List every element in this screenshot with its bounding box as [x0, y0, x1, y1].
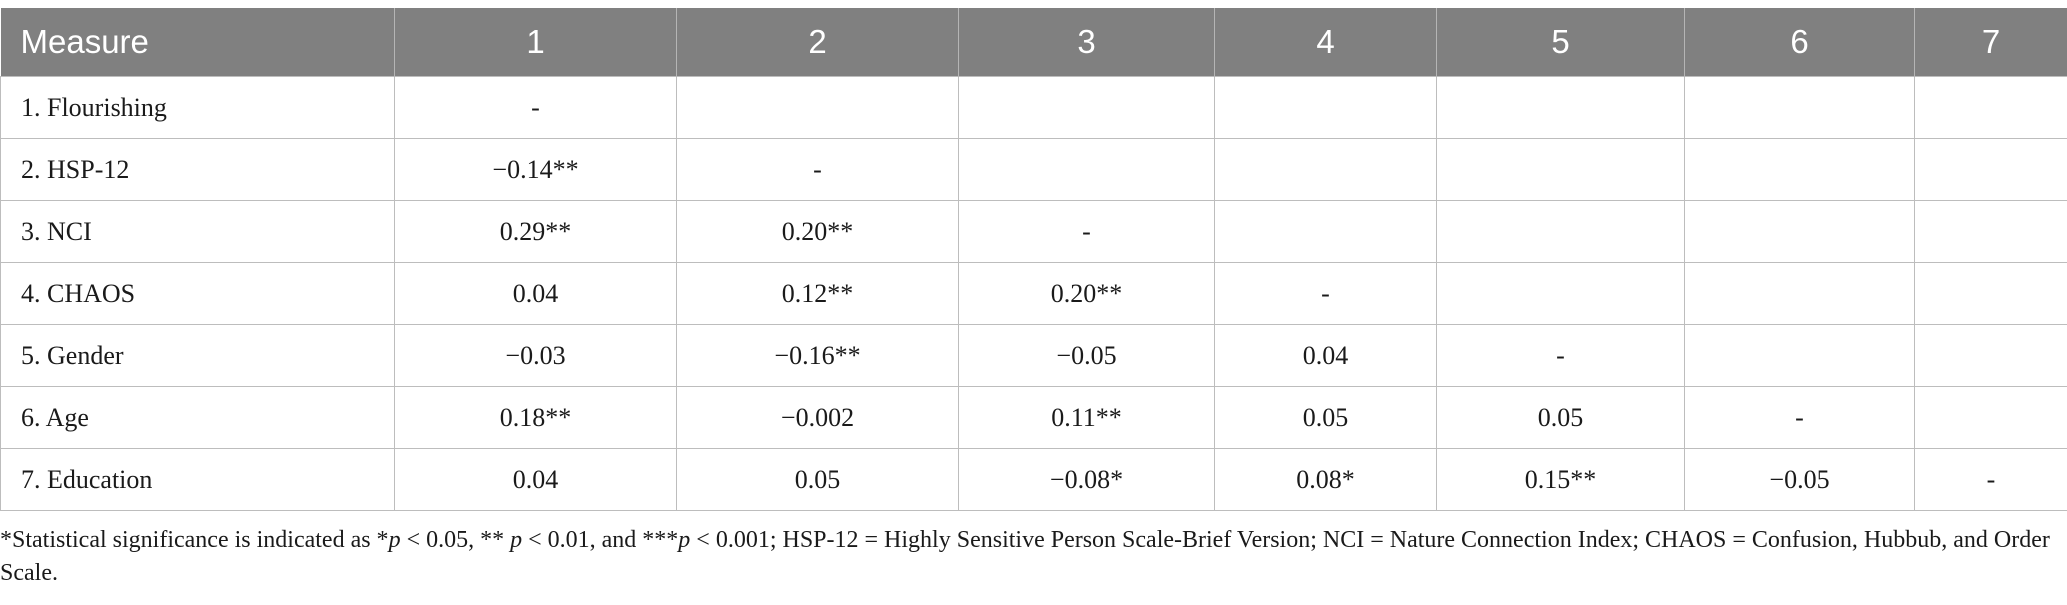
row-label: 1. Flourishing [0, 76, 395, 139]
table-cell [1436, 76, 1685, 139]
header-col-6: 6 [1684, 8, 1915, 77]
table-cell: 0.05 [1214, 386, 1437, 449]
table-cell [958, 76, 1215, 139]
footnote-text: < 0.01, and *** [522, 527, 679, 553]
table-cell: 0.12** [676, 262, 959, 325]
row-label: 4. CHAOS [0, 262, 395, 325]
row-label: 2. HSP-12 [0, 138, 395, 201]
table-row: 6. Age 0.18** −0.002 0.11** 0.05 0.05 - [0, 386, 2067, 449]
table-row: 7. Education 0.04 0.05 −0.08* 0.08* 0.15… [0, 448, 2067, 511]
table-cell [1214, 76, 1437, 139]
table-cell: 0.08* [1214, 448, 1437, 511]
header-measure: Measure [0, 8, 395, 77]
table-cell [1436, 200, 1685, 263]
table-cell: - [1684, 386, 1915, 449]
table-cell [1214, 138, 1437, 201]
table-cell: - [394, 76, 677, 139]
table-cell [1436, 262, 1685, 325]
table-cell: −0.05 [958, 324, 1215, 387]
header-col-5: 5 [1436, 8, 1685, 77]
table-cell [1214, 200, 1437, 263]
header-col-4: 4 [1214, 8, 1437, 77]
footnote-p: p [510, 527, 523, 553]
row-label: 3. NCI [0, 200, 395, 263]
row-label: 7. Education [0, 448, 395, 511]
table-cell [1436, 138, 1685, 201]
table-cell: 0.11** [958, 386, 1215, 449]
table-cell: −0.05 [1684, 448, 1915, 511]
row-label: 5. Gender [0, 324, 395, 387]
table-cell [1914, 200, 2067, 263]
table-cell [1684, 138, 1915, 201]
table-row: 2. HSP-12 −0.14** - [0, 138, 2067, 201]
table-cell [1684, 76, 1915, 139]
header-col-2: 2 [676, 8, 959, 77]
table-cell: 0.20** [676, 200, 959, 263]
table-row: 1. Flourishing - [0, 76, 2067, 139]
table-cell [958, 138, 1215, 201]
table-cell: 0.18** [394, 386, 677, 449]
header-col-3: 3 [958, 8, 1215, 77]
header-row: Measure 1 2 3 4 5 6 7 [0, 8, 2067, 77]
table-row: 4. CHAOS 0.04 0.12** 0.20** - [0, 262, 2067, 325]
header-col-7: 7 [1914, 8, 2067, 77]
table-cell [1684, 324, 1915, 387]
table-cell [1914, 76, 2067, 139]
footnote-p: p [388, 527, 401, 553]
table-cell: - [1914, 448, 2067, 511]
table-cell: 0.04 [1214, 324, 1437, 387]
table-cell: 0.05 [1436, 386, 1685, 449]
table-cell: 0.04 [394, 448, 677, 511]
table-cell: - [1214, 262, 1437, 325]
table-cell [1684, 262, 1915, 325]
footnote-text: < 0.001; HSP-12 = Highly Sensitive Perso… [0, 527, 2050, 586]
table-cell: - [958, 200, 1215, 263]
table-cell: −0.16** [676, 324, 959, 387]
table-cell: −0.002 [676, 386, 959, 449]
table-footnote: *Statistical significance is indicated a… [0, 524, 2067, 590]
table-row: 3. NCI 0.29** 0.20** - [0, 200, 2067, 263]
footnote-text: < 0.05, ** [400, 527, 511, 553]
table-cell: 0.04 [394, 262, 677, 325]
footnote-text: *Statistical significance is indicated a… [0, 527, 389, 553]
table-cell [1914, 262, 2067, 325]
table-cell: −0.14** [394, 138, 677, 201]
correlation-table: Measure 1 2 3 4 5 6 7 1. Flourishing - 2… [0, 8, 2067, 511]
table-cell: 0.15** [1436, 448, 1685, 511]
table-cell [1914, 138, 2067, 201]
table-cell: −0.08* [958, 448, 1215, 511]
table-cell: −0.03 [394, 324, 677, 387]
table-cell: 0.29** [394, 200, 677, 263]
table-cell: - [676, 138, 959, 201]
footnote-p: p [678, 527, 691, 553]
table-cell [676, 76, 959, 139]
table-cell [1914, 324, 2067, 387]
table-cell: 0.20** [958, 262, 1215, 325]
table-cell: 0.05 [676, 448, 959, 511]
table-row: 5. Gender −0.03 −0.16** −0.05 0.04 - [0, 324, 2067, 387]
row-label: 6. Age [0, 386, 395, 449]
table-cell: - [1436, 324, 1685, 387]
header-col-1: 1 [394, 8, 677, 77]
table-cell [1914, 386, 2067, 449]
table-cell [1684, 200, 1915, 263]
